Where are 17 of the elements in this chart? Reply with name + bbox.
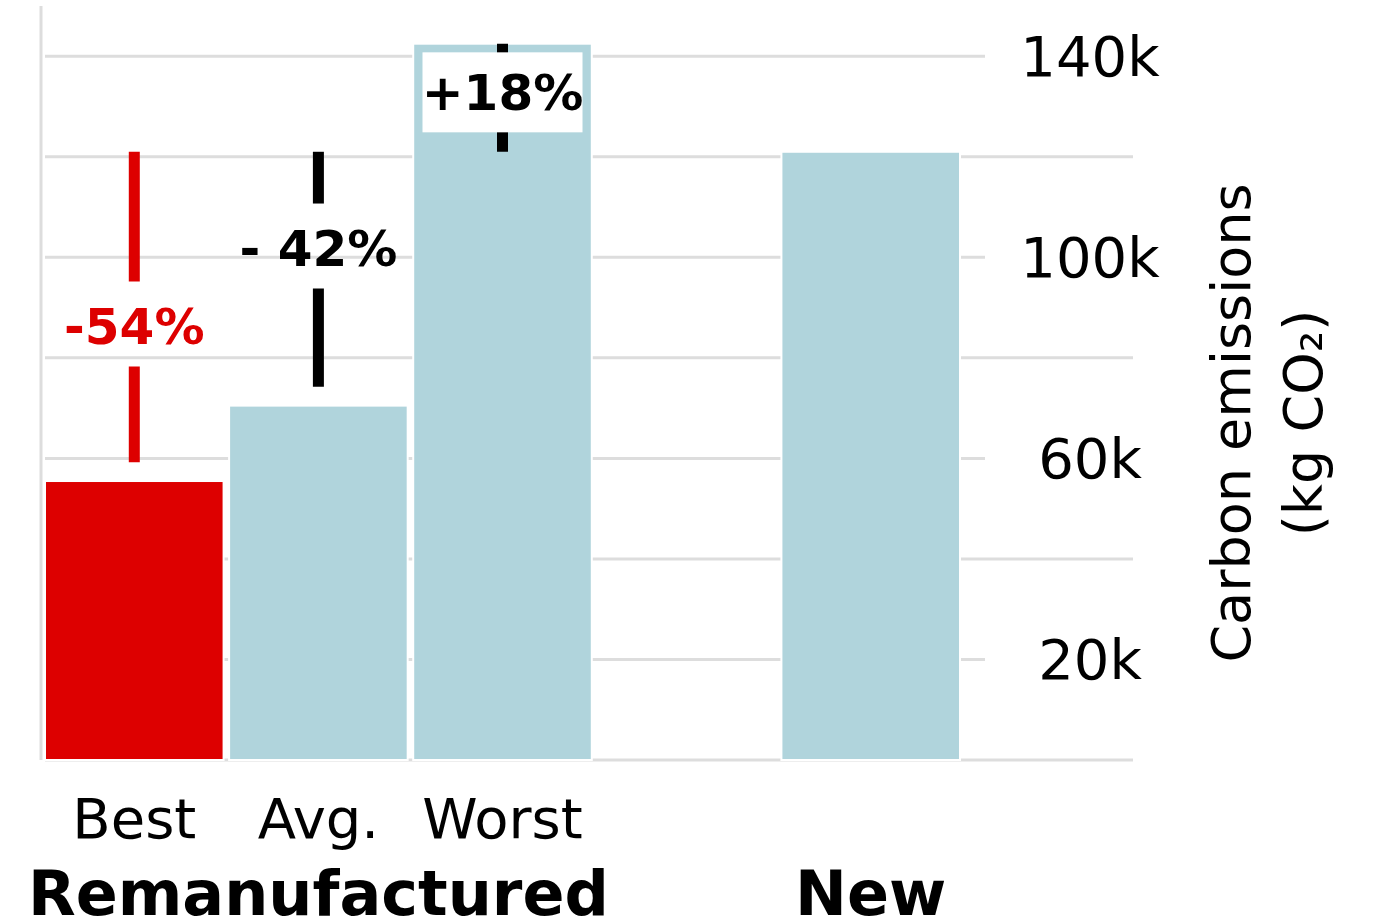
bar	[780, 150, 961, 761]
bar	[412, 42, 593, 761]
x-tick-label: New	[795, 856, 947, 918]
y-axis-title: Carbon emissions (kg CO₂)	[1200, 183, 1335, 663]
y-tick-label: 20k	[1038, 627, 1143, 693]
x-tick-label: Worst	[422, 785, 583, 851]
y-tick-label: 140k	[1020, 23, 1161, 89]
bar	[228, 404, 409, 761]
bar	[44, 480, 225, 761]
y-tick-label: 100k	[1020, 224, 1161, 290]
y-tick-label: 60k	[1038, 426, 1143, 491]
x-tick-label: Avg.	[257, 785, 380, 851]
annotation: +18%	[421, 63, 584, 122]
x-tick-label: Best	[72, 785, 197, 851]
x-axis-title: Remanufactured	[27, 856, 609, 918]
annotation: -54%	[64, 297, 205, 356]
annotation: - 42%	[239, 220, 398, 279]
